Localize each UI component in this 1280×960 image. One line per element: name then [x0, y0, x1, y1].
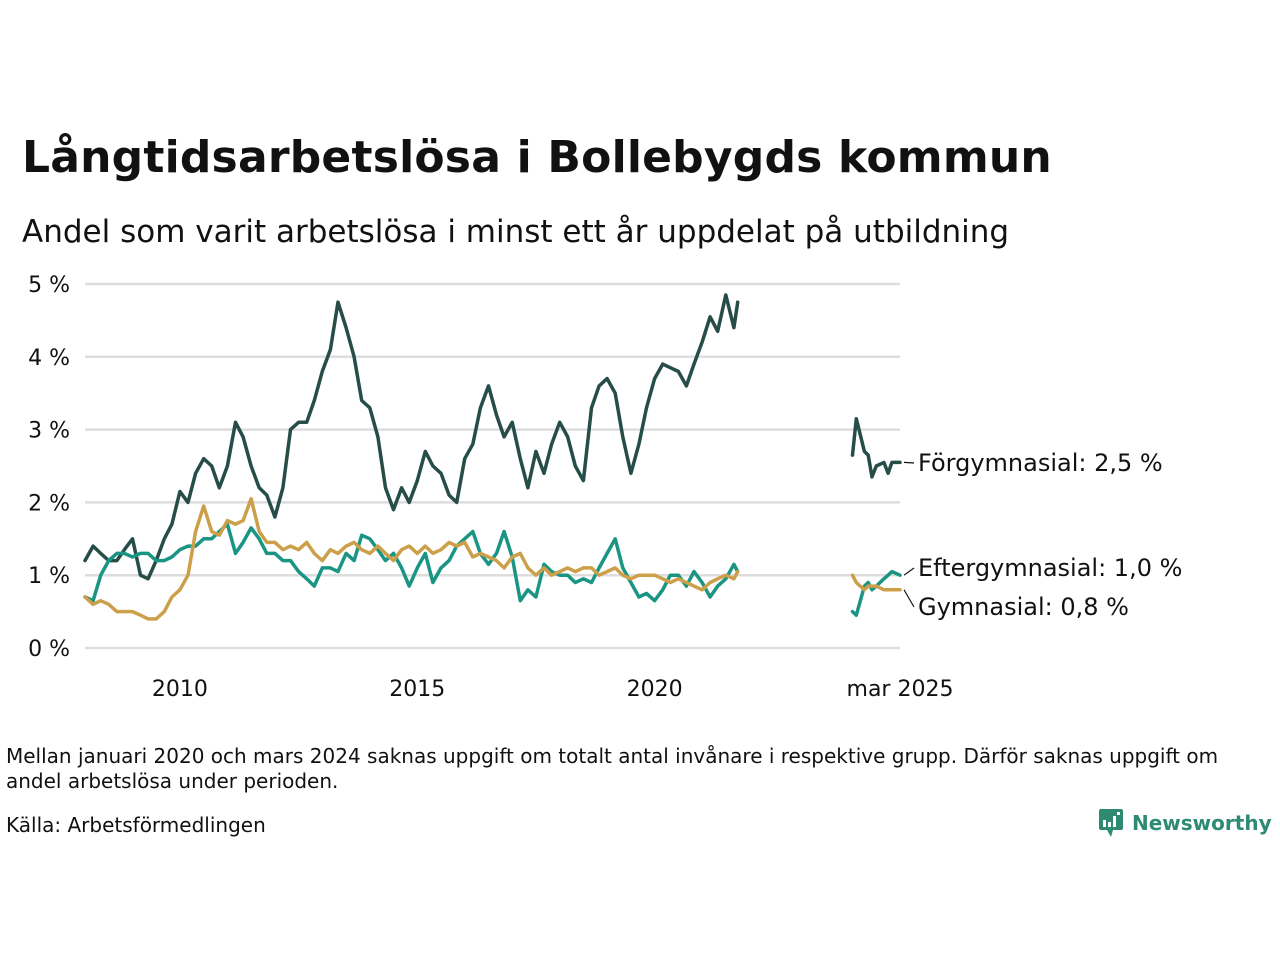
- series-line-forgymnasial: [83, 293, 740, 581]
- x-axis-ticks: 2010 2015 2020 mar 2025: [152, 677, 954, 702]
- chart-title: Långtidsarbetslösa i Bollebygds kommun: [22, 132, 1052, 183]
- series-end-label: Eftergymnasial: 1,0 %: [918, 554, 1182, 582]
- series-lines: [83, 293, 902, 621]
- y-tick-label: 5 %: [28, 273, 70, 298]
- label-leader-line: [903, 461, 915, 464]
- source-text: Källa: Arbetsförmedlingen: [6, 813, 266, 837]
- footnote: Mellan januari 2020 och mars 2024 saknas…: [6, 744, 1219, 793]
- series-line-forgymnasial: [850, 416, 902, 479]
- series-end-label: Gymnasial: 0,8 %: [918, 593, 1129, 621]
- x-tick-label: 2015: [389, 677, 445, 702]
- series-line-gymnasial: [83, 497, 740, 621]
- newsworthy-logo[interactable]: Newsworthy: [1098, 808, 1272, 838]
- x-tick-label: mar 2025: [847, 677, 954, 702]
- label-leader-line: [903, 567, 915, 576]
- x-tick-label: 2010: [152, 677, 208, 702]
- series-line-eftergymnasial: [83, 522, 740, 603]
- label-leader-line: [903, 589, 915, 608]
- y-tick-label: 0 %: [28, 637, 70, 662]
- grid-lines: [85, 282, 900, 650]
- y-axis-ticks: 0 % 1 % 2 % 3 % 4 % 5 %: [28, 273, 70, 662]
- series-end-label: Förgymnasial: 2,5 %: [918, 449, 1163, 477]
- chart-subtitle: Andel som varit arbetslösa i minst ett å…: [22, 214, 1010, 250]
- series-line-gymnasial: [850, 573, 902, 592]
- brand-name: Newsworthy: [1132, 811, 1272, 835]
- x-tick-label: 2020: [627, 677, 683, 702]
- y-tick-label: 2 %: [28, 491, 70, 516]
- series-end-labels: Förgymnasial: 2,5 % Eftergymnasial: 1,0 %…: [903, 449, 1182, 621]
- y-tick-label: 1 %: [28, 564, 70, 589]
- chart-bubble-icon: [1099, 809, 1123, 837]
- y-tick-label: 3 %: [28, 419, 70, 444]
- series-line-eftergymnasial: [850, 569, 902, 617]
- y-tick-label: 4 %: [28, 346, 70, 371]
